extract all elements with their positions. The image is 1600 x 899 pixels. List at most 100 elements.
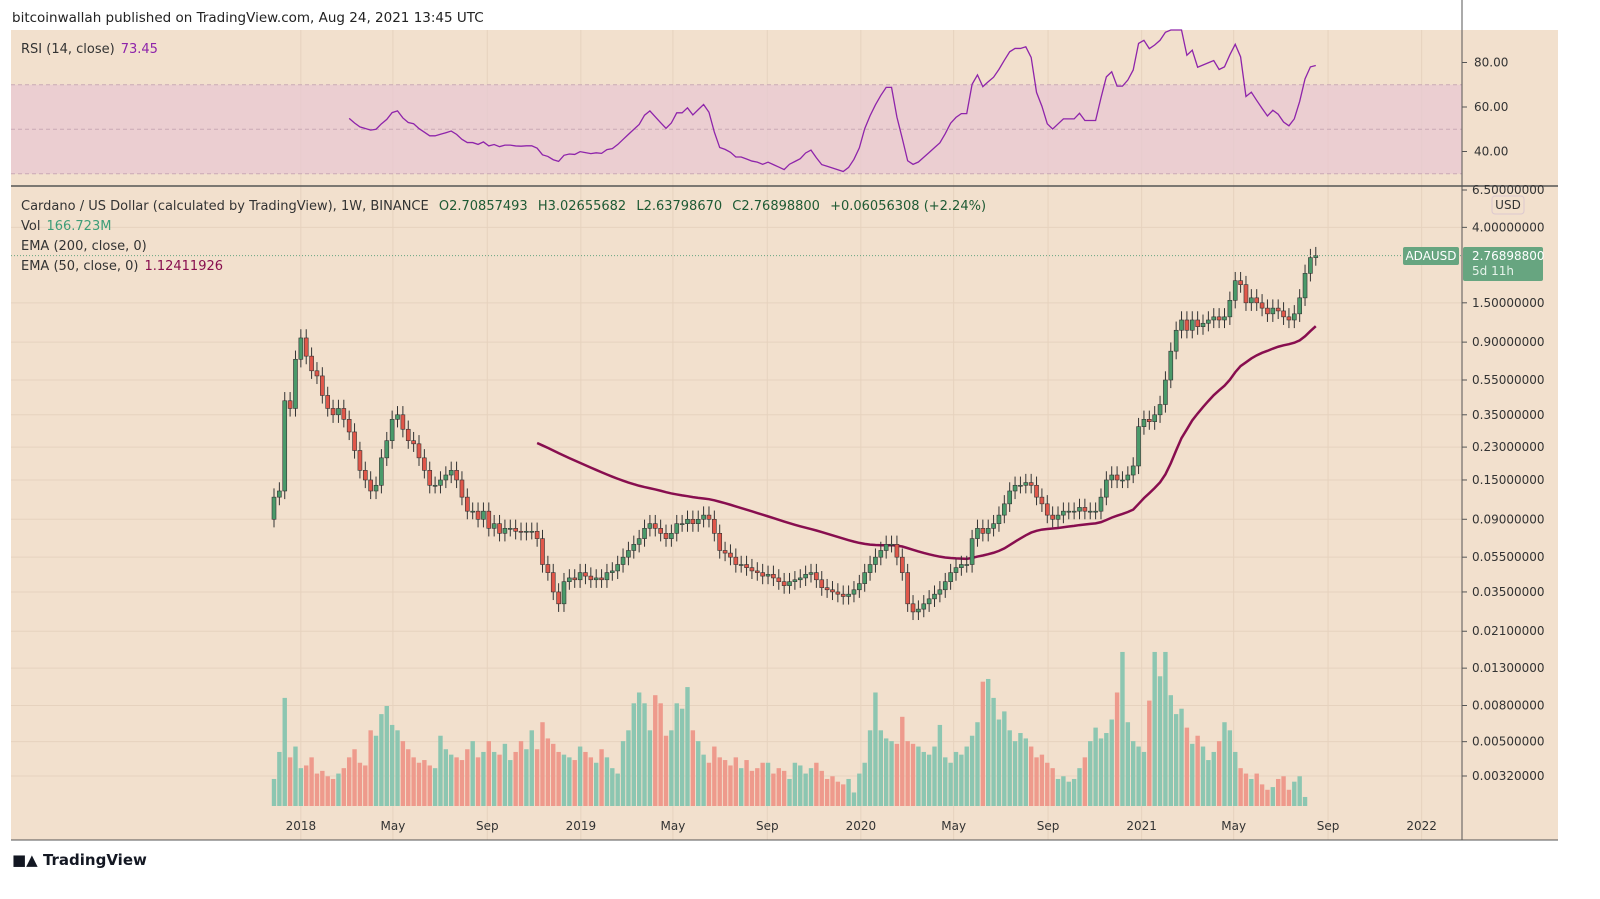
volume-bar — [1184, 727, 1190, 806]
volume-bar — [298, 768, 304, 806]
volume-bar — [755, 768, 760, 806]
symbol-legend[interactable]: Cardano / US Dollar (calculated by Tradi… — [21, 199, 986, 214]
candle-body — [830, 589, 835, 593]
volume-bar — [1109, 719, 1114, 806]
tradingview-logo[interactable]: ■▲ TradingView — [12, 851, 147, 869]
candle-body — [658, 528, 663, 534]
price-axis[interactable]: 6.50000000 4.00000000 1.50000000 0.90000000… — [1462, 183, 1545, 783]
candle-body — [1055, 514, 1061, 520]
volume-bar — [722, 760, 728, 806]
candle-body — [738, 564, 744, 566]
candle-body — [1292, 313, 1297, 321]
candle-body — [1034, 484, 1039, 498]
rsi-axis[interactable]: 80.00 60.00 40.00 — [1462, 56, 1508, 159]
volume-bar — [620, 741, 626, 806]
volume-bar — [900, 716, 905, 806]
candle-body — [1163, 379, 1168, 405]
candle-body — [991, 523, 996, 529]
volume-bar — [846, 778, 851, 806]
price-tick-label: 4.00000000 — [1472, 220, 1545, 234]
candle-body — [513, 528, 518, 532]
time-tick-label: May — [381, 819, 406, 833]
time-axis[interactable]: 2018 May Sep 2019 May Sep 2020 May Sep 2021 May Sep… — [286, 819, 1437, 833]
volume-bar — [1071, 778, 1077, 806]
volume-bar — [1002, 711, 1007, 806]
candle-body — [1157, 404, 1163, 416]
candle-body — [760, 572, 765, 577]
volume-bar — [996, 719, 1002, 806]
candle-body — [325, 395, 331, 409]
candle-body — [550, 572, 556, 593]
candle-body — [1168, 350, 1174, 381]
candle-body — [583, 572, 588, 577]
candle-body — [405, 428, 411, 441]
candle-body — [980, 528, 986, 534]
volume-bar — [980, 681, 986, 806]
volume-bar — [400, 741, 406, 806]
volume-bar — [341, 768, 347, 806]
rsi-line — [348, 29, 1316, 173]
svg-text:ADAUSD: ADAUSD — [1405, 249, 1456, 263]
candle-body — [1061, 510, 1066, 516]
volume-legend[interactable]: Vol 166.723M — [21, 219, 111, 234]
volume-bar — [481, 751, 486, 806]
volume-bar — [1034, 757, 1039, 806]
volume-bar — [787, 778, 792, 806]
candle-body — [679, 523, 685, 525]
candle-body — [572, 577, 578, 581]
volume-bar — [336, 773, 341, 806]
candle-body — [1184, 319, 1190, 331]
candle-body — [389, 419, 395, 441]
candle-body — [1071, 510, 1077, 513]
candle-body — [1007, 490, 1012, 505]
candle-body — [1125, 474, 1131, 481]
volume-bar — [1168, 695, 1173, 806]
volume-bar — [577, 746, 583, 806]
ema50-legend[interactable]: EMA (50, close, 0) 1.12411926 — [21, 259, 223, 274]
volume-bar — [384, 706, 389, 806]
candle-body — [626, 550, 631, 558]
candle-body — [497, 523, 502, 534]
volume-bar — [293, 746, 298, 806]
candle-body — [964, 564, 970, 566]
candle-body — [921, 603, 927, 610]
candle-body — [320, 375, 325, 396]
rsi-band-lines — [11, 84, 1462, 175]
candle-body — [883, 544, 889, 551]
candle-body — [1227, 299, 1233, 318]
volume-bar — [352, 749, 357, 806]
symbol-name: Cardano / US Dollar (calculated by Tradi… — [21, 199, 429, 214]
price-tick-label: 1.50000000 — [1472, 296, 1545, 310]
volume-bar — [545, 738, 551, 806]
volume-bar — [889, 741, 894, 806]
candle-body — [1275, 307, 1281, 312]
volume-bar — [894, 743, 900, 806]
volume-bar — [416, 762, 422, 806]
candle-body — [577, 572, 583, 581]
ema200-legend[interactable]: EMA (200, close, 0) — [21, 239, 147, 254]
volume-bar — [937, 724, 943, 806]
candle-body — [642, 528, 647, 539]
candle-body — [749, 567, 755, 572]
candle-body — [765, 574, 771, 577]
candle-body — [481, 510, 486, 520]
volume-bar — [572, 760, 577, 806]
volume-bar — [717, 757, 722, 806]
candle-body — [996, 514, 1002, 524]
volume-bar — [1281, 776, 1286, 806]
volume-bar — [690, 730, 696, 806]
volume-bar — [491, 751, 497, 806]
volume-bar — [636, 692, 642, 806]
candle-body — [878, 550, 884, 558]
candle-body — [674, 523, 680, 534]
candle-body — [1152, 414, 1157, 422]
volume-bar — [663, 735, 669, 806]
candle-body — [1200, 322, 1206, 327]
volume-bar — [1125, 722, 1131, 806]
volume-bar — [524, 749, 529, 806]
candle-body — [819, 579, 825, 588]
currency-label[interactable]: USD — [1491, 195, 1525, 215]
candle-body — [454, 470, 459, 481]
candle-body — [1087, 510, 1093, 513]
